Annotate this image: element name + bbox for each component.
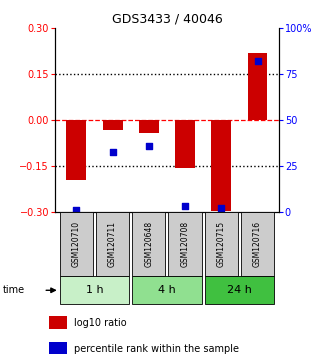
Bar bbox=[49, 343, 67, 354]
FancyBboxPatch shape bbox=[96, 212, 129, 276]
Text: percentile rank within the sample: percentile rank within the sample bbox=[74, 344, 239, 354]
Text: GSM120648: GSM120648 bbox=[144, 221, 153, 267]
Point bbox=[182, 203, 187, 209]
Text: 1 h: 1 h bbox=[86, 285, 103, 295]
Point bbox=[255, 59, 260, 64]
Bar bbox=[139, 120, 159, 133]
Bar bbox=[49, 316, 67, 329]
Text: GSM120716: GSM120716 bbox=[253, 221, 262, 267]
Bar bbox=[211, 120, 231, 211]
FancyBboxPatch shape bbox=[132, 276, 202, 304]
Text: GSM120708: GSM120708 bbox=[180, 221, 189, 267]
FancyBboxPatch shape bbox=[169, 212, 202, 276]
FancyBboxPatch shape bbox=[241, 212, 274, 276]
Point bbox=[110, 149, 115, 154]
FancyBboxPatch shape bbox=[60, 276, 129, 304]
Text: 4 h: 4 h bbox=[158, 285, 176, 295]
Point bbox=[219, 205, 224, 211]
Text: time: time bbox=[3, 285, 25, 295]
Bar bbox=[175, 120, 195, 168]
FancyBboxPatch shape bbox=[204, 212, 238, 276]
FancyBboxPatch shape bbox=[132, 212, 165, 276]
Text: GSM120715: GSM120715 bbox=[217, 221, 226, 267]
Title: GDS3433 / 40046: GDS3433 / 40046 bbox=[111, 13, 222, 26]
Point bbox=[146, 143, 152, 149]
FancyBboxPatch shape bbox=[204, 276, 274, 304]
FancyBboxPatch shape bbox=[60, 212, 93, 276]
Point bbox=[74, 207, 79, 212]
Text: 24 h: 24 h bbox=[227, 285, 252, 295]
Bar bbox=[66, 120, 86, 180]
Text: GSM120710: GSM120710 bbox=[72, 221, 81, 267]
Bar bbox=[247, 53, 267, 120]
Text: GSM120711: GSM120711 bbox=[108, 221, 117, 267]
Text: log10 ratio: log10 ratio bbox=[74, 318, 127, 328]
Bar bbox=[103, 120, 123, 130]
